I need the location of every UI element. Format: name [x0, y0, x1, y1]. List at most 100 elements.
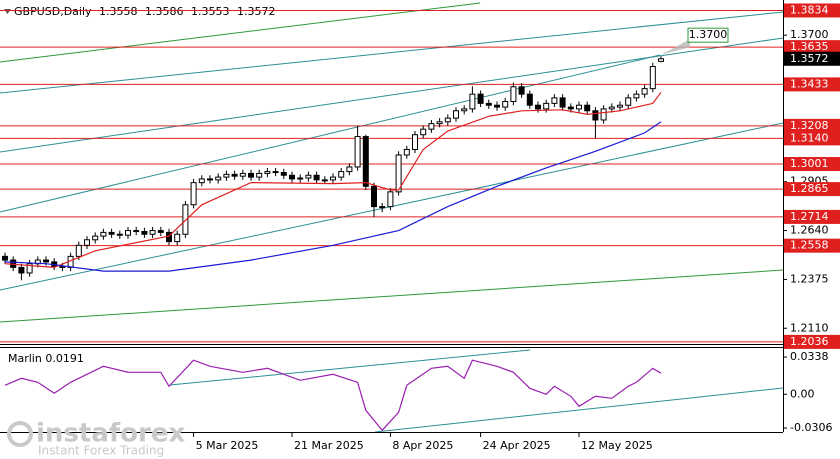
candle-body	[403, 148, 410, 156]
x-tick-label: 24 Apr 2025	[483, 439, 551, 452]
trend-line	[0, 269, 784, 323]
candle-body	[305, 174, 312, 179]
candle-body	[420, 128, 427, 136]
trend-line	[0, 2, 481, 63]
trend-line	[169, 349, 531, 386]
ohlc-low: 1.3553	[191, 5, 230, 18]
watermark-brand: instaforex	[36, 419, 186, 449]
level-label: 1.3001	[790, 157, 829, 170]
candle-body	[641, 88, 648, 95]
level-label: 1.3834	[790, 3, 829, 16]
x-tick-label: 8 Apr 2025	[392, 439, 453, 452]
candle-body	[649, 66, 656, 90]
candle-body	[428, 123, 435, 130]
candle-body	[551, 97, 558, 104]
moving-average	[4, 121, 662, 272]
x-tick-label: 5 Mar 2025	[196, 439, 259, 452]
level-label: 1.2865	[790, 182, 829, 195]
level-label: 1.3635	[790, 40, 829, 53]
candle-body	[592, 110, 599, 121]
candle-body	[190, 182, 197, 206]
chart-header: GBPUSD,Daily 1.3558 1.3586 1.3553 1.3572	[14, 5, 276, 18]
candle-body	[313, 174, 320, 181]
candle-body	[149, 230, 156, 235]
ohlc-high: 1.3586	[145, 5, 184, 18]
candle-body	[297, 177, 304, 180]
ohlc-open: 1.3558	[99, 5, 138, 18]
symbol-title: GBPUSD,Daily	[14, 5, 92, 18]
trend-line	[0, 54, 661, 213]
watermark-logo	[7, 421, 33, 447]
candle-body	[157, 230, 164, 233]
level-label-box	[784, 131, 840, 146]
candle-body	[387, 191, 394, 208]
candle-body	[116, 233, 123, 236]
candle-body	[608, 106, 615, 110]
level-label: 1.2558	[790, 239, 829, 252]
level-label-box	[784, 77, 840, 92]
candle-body	[100, 231, 107, 237]
pane-borders	[0, 0, 784, 433]
candle-body	[346, 166, 353, 173]
candle-body	[600, 108, 607, 121]
candle-body	[256, 172, 263, 178]
level-label: 1.3208	[790, 119, 829, 132]
target-box	[687, 27, 729, 43]
candle-body	[526, 93, 533, 106]
y-tick-label: 0.0338	[790, 350, 829, 363]
candle-body	[576, 104, 582, 110]
candle-body	[354, 136, 361, 168]
candle-body	[477, 93, 484, 104]
candle-body	[18, 266, 25, 274]
candle-body	[371, 185, 377, 208]
level-label-box	[784, 118, 840, 133]
candle-body	[75, 244, 82, 257]
candle-body	[494, 104, 500, 108]
candle-body	[338, 171, 345, 178]
candle-body	[198, 178, 205, 184]
candle-body	[395, 154, 402, 193]
candle-body	[461, 108, 468, 112]
candle-body	[543, 102, 550, 110]
candle-body	[207, 178, 213, 181]
candle-body	[223, 173, 230, 178]
candle-body	[510, 86, 517, 103]
candle-body	[2, 255, 8, 261]
last-price-label: 1.3572	[790, 52, 829, 65]
candle-body	[272, 171, 279, 174]
candle-body	[133, 230, 140, 233]
candle-body	[584, 104, 591, 112]
candle-body	[321, 179, 328, 182]
level-label: 1.3140	[790, 131, 829, 144]
last-price-box	[784, 51, 840, 66]
target-label: 1.3700	[689, 28, 728, 41]
level-label-box	[784, 209, 840, 224]
candle-body	[633, 93, 640, 99]
y-tick-label: 1.2640	[790, 224, 829, 237]
candle-body	[362, 136, 369, 187]
indicator-title: Marlin 0.0191	[8, 352, 84, 365]
candle-body	[264, 171, 271, 174]
candle-body	[26, 263, 33, 274]
candle-body	[658, 58, 664, 62]
watermark: instaforex Instant Forex Trading	[7, 419, 186, 458]
level-label: 1.2714	[790, 210, 829, 223]
level-label-box	[784, 334, 840, 349]
level-label-box	[784, 238, 840, 253]
candle-body	[248, 172, 254, 178]
level-label-box	[784, 3, 840, 18]
candle-body	[174, 233, 181, 243]
candle-body	[59, 266, 66, 269]
candle-body	[535, 104, 541, 110]
candle-body	[182, 204, 189, 235]
x-tick-label: 21 Mar 2025	[294, 439, 364, 452]
candle-body	[379, 206, 386, 209]
level-label-box	[784, 157, 840, 172]
y-tick-label: 1.2110	[790, 321, 829, 334]
trend-line	[374, 387, 784, 433]
y-tick-label: 1.3700	[790, 28, 829, 41]
candle-body	[412, 134, 418, 150]
candle-body	[502, 101, 509, 108]
oscillator-line	[4, 359, 662, 432]
